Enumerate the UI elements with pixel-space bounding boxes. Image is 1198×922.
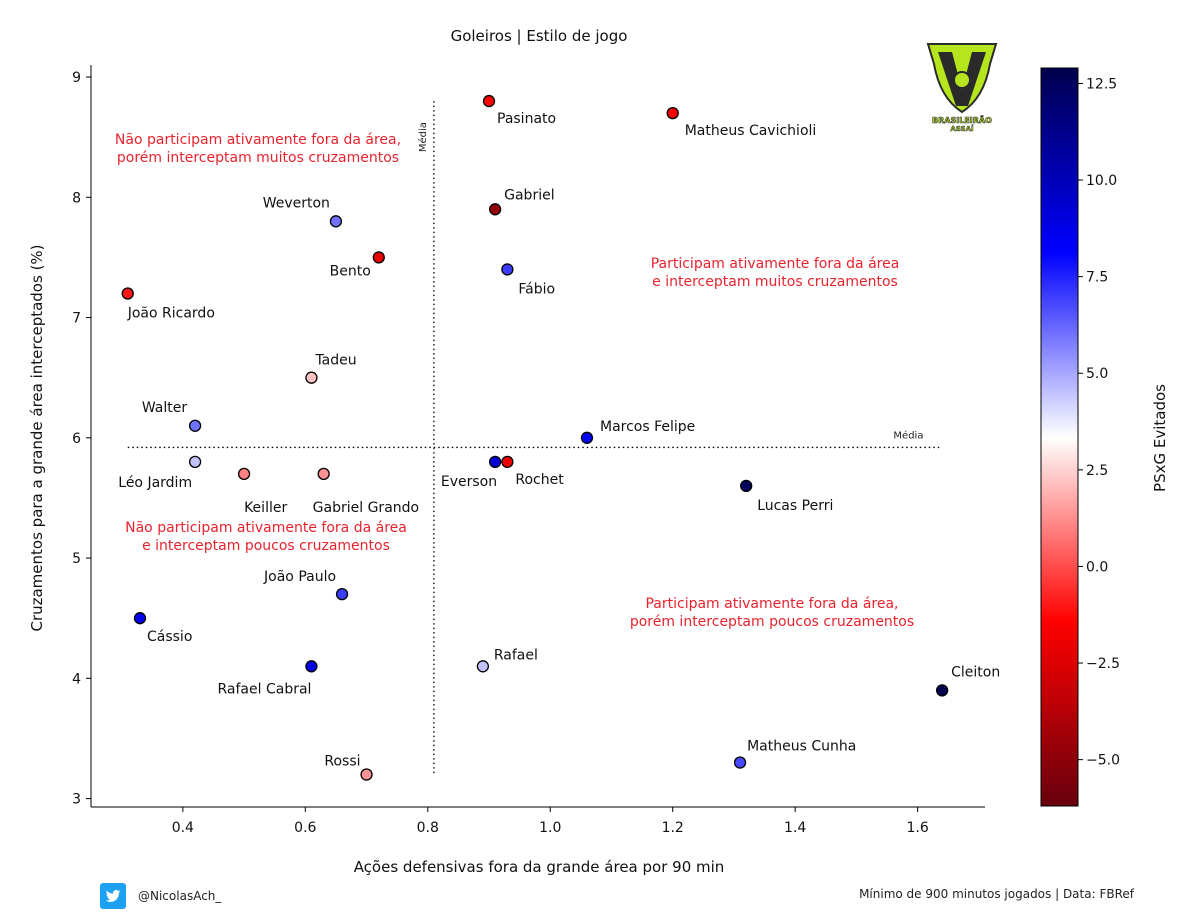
point-labels: Pasinato Matheus Cavichioli Gabriel Weverto… [118,111,1000,769]
twitter-icon[interactable] [100,883,126,909]
quadrant-annotations: Não participam ativamente fora da área, p… [115,132,914,630]
y-tick-label: 8 [72,190,81,206]
quadrant-annotation-line: Não participam ativamente fora da área, [115,132,401,148]
point-label: Walter [142,400,188,416]
quadrant-annotation-line: Participam ativamente fora da área, [645,596,898,612]
data-point [580,431,594,444]
ball-icon [953,71,971,89]
chart-title: Goleiros | Estilo de jogo [451,27,628,45]
logo-line2: ASSAÍ [950,124,974,133]
point-label: Marcos Felipe [600,419,695,435]
x-tick-label: 0.6 [294,820,316,836]
colorbar-tick-label: −2.5 [1086,656,1120,672]
data-point [740,479,753,493]
colorbar-tick-label: 5.0 [1086,366,1108,382]
mean-lines: Média Média [127,101,943,775]
data-point [733,756,747,769]
point-label: Cleiton [951,664,1000,680]
point-label: Léo Jardim [118,475,192,491]
quadrant-annotation-line: e interceptam muitos cruzamentos [652,274,898,290]
mean-x-label: Média [417,122,429,152]
y-axis-label: Cruzamentos para a grande área intercept… [28,244,46,631]
y-tick-label: 5 [72,551,81,567]
colorbar-tick-label: 2.5 [1086,463,1108,479]
point-label: Fábio [518,281,555,297]
x-tick-label: 1.2 [662,820,684,836]
point-label: Cássio [147,629,192,645]
y-tick-label: 4 [72,671,81,687]
x-tick-label: 0.4 [172,820,194,836]
axes [90,65,985,808]
quadrant-annotation-line: Não participam ativamente fora da área [125,520,407,536]
colorbar-tick-label: 10.0 [1086,173,1117,189]
data-point [488,203,502,216]
author-handle[interactable]: @NicolasAch_ [138,889,222,903]
data-point [133,612,147,625]
quadrant-annotation-line: Participam ativamente fora da área [651,256,900,272]
data-point [488,455,502,469]
point-label: Gabriel Grando [313,500,419,516]
colorbar-tick-label: 0.0 [1086,559,1108,575]
brasileirao-logo: BRASILEIRÃO ASSAÍ [926,43,998,133]
colorbar-ticks: 12.5 10.0 7.5 5.0 2.5 0.0 −2.5 −5.0 [1078,76,1120,769]
point-label: Lucas Perri [757,498,833,514]
data-point [121,287,134,300]
data-point [329,215,343,228]
y-tick-label: 6 [72,431,81,447]
mean-y-label: Média [893,429,923,441]
y-tick-label: 3 [72,792,81,808]
data-point [335,587,349,601]
logo-line1: BRASILEIRÃO [932,115,992,125]
data-points [121,94,949,781]
tick-labels: 0.4 0.6 0.8 1.0 1.2 1.4 1.6 3 4 5 6 7 8 9 [72,70,929,836]
point-label: Gabriel [504,187,554,203]
data-point [305,660,318,673]
x-tick-label: 1.6 [907,820,929,836]
point-label: Tadeu [314,353,356,369]
data-point [501,263,514,276]
data-point [360,768,373,781]
data-point [501,455,514,469]
y-tick-label: 7 [72,311,81,327]
point-label: Bento [330,263,371,279]
point-label: João Paulo [263,569,336,585]
data-point [188,455,202,469]
colorbar-tick-label: 12.5 [1086,76,1117,92]
x-tick-label: 1.4 [784,820,806,836]
point-label: Everson [441,474,497,490]
data-point [666,106,679,120]
data-point [482,94,496,108]
colorbar-tick-label: 7.5 [1086,270,1108,286]
x-axis-label: Ações defensivas fora da grande área por… [354,858,725,876]
y-tick-label: 9 [72,70,81,86]
data-point [935,684,949,697]
x-tick-label: 1.0 [539,820,561,836]
data-point [188,419,202,432]
quadrant-annotation-line: porém interceptam muitos cruzamentos [117,150,399,166]
colorbar [1040,67,1079,807]
quadrant-annotation-line: porém interceptam poucos cruzamentos [630,614,914,630]
footer-source: Mínimo de 900 minutos jogados | Data: FB… [859,887,1134,901]
point-label: Pasinato [497,111,556,127]
footer-credit: @NicolasAch_ [100,882,221,910]
x-tick-label: 0.8 [417,820,439,836]
colorbar-tick-label: −5.0 [1086,753,1120,769]
quadrant-annotation-line: e interceptam poucos cruzamentos [142,538,390,554]
point-label: Rochet [515,472,564,488]
data-point [372,251,385,264]
point-label: Rafael Cabral [218,681,312,697]
point-label: João Ricardo [127,305,215,321]
point-label: Weverton [263,195,330,211]
data-point [237,467,251,481]
point-label: Matheus Cavichioli [685,123,817,139]
point-label: Matheus Cunha [747,739,856,755]
point-label: Keiller [244,500,287,516]
point-label: Rafael [494,647,538,663]
data-point [305,371,318,384]
data-point [317,467,330,481]
colorbar-label: PSxG Evitados [1151,384,1169,492]
data-point [476,660,490,673]
point-label: Rossi [324,754,360,770]
